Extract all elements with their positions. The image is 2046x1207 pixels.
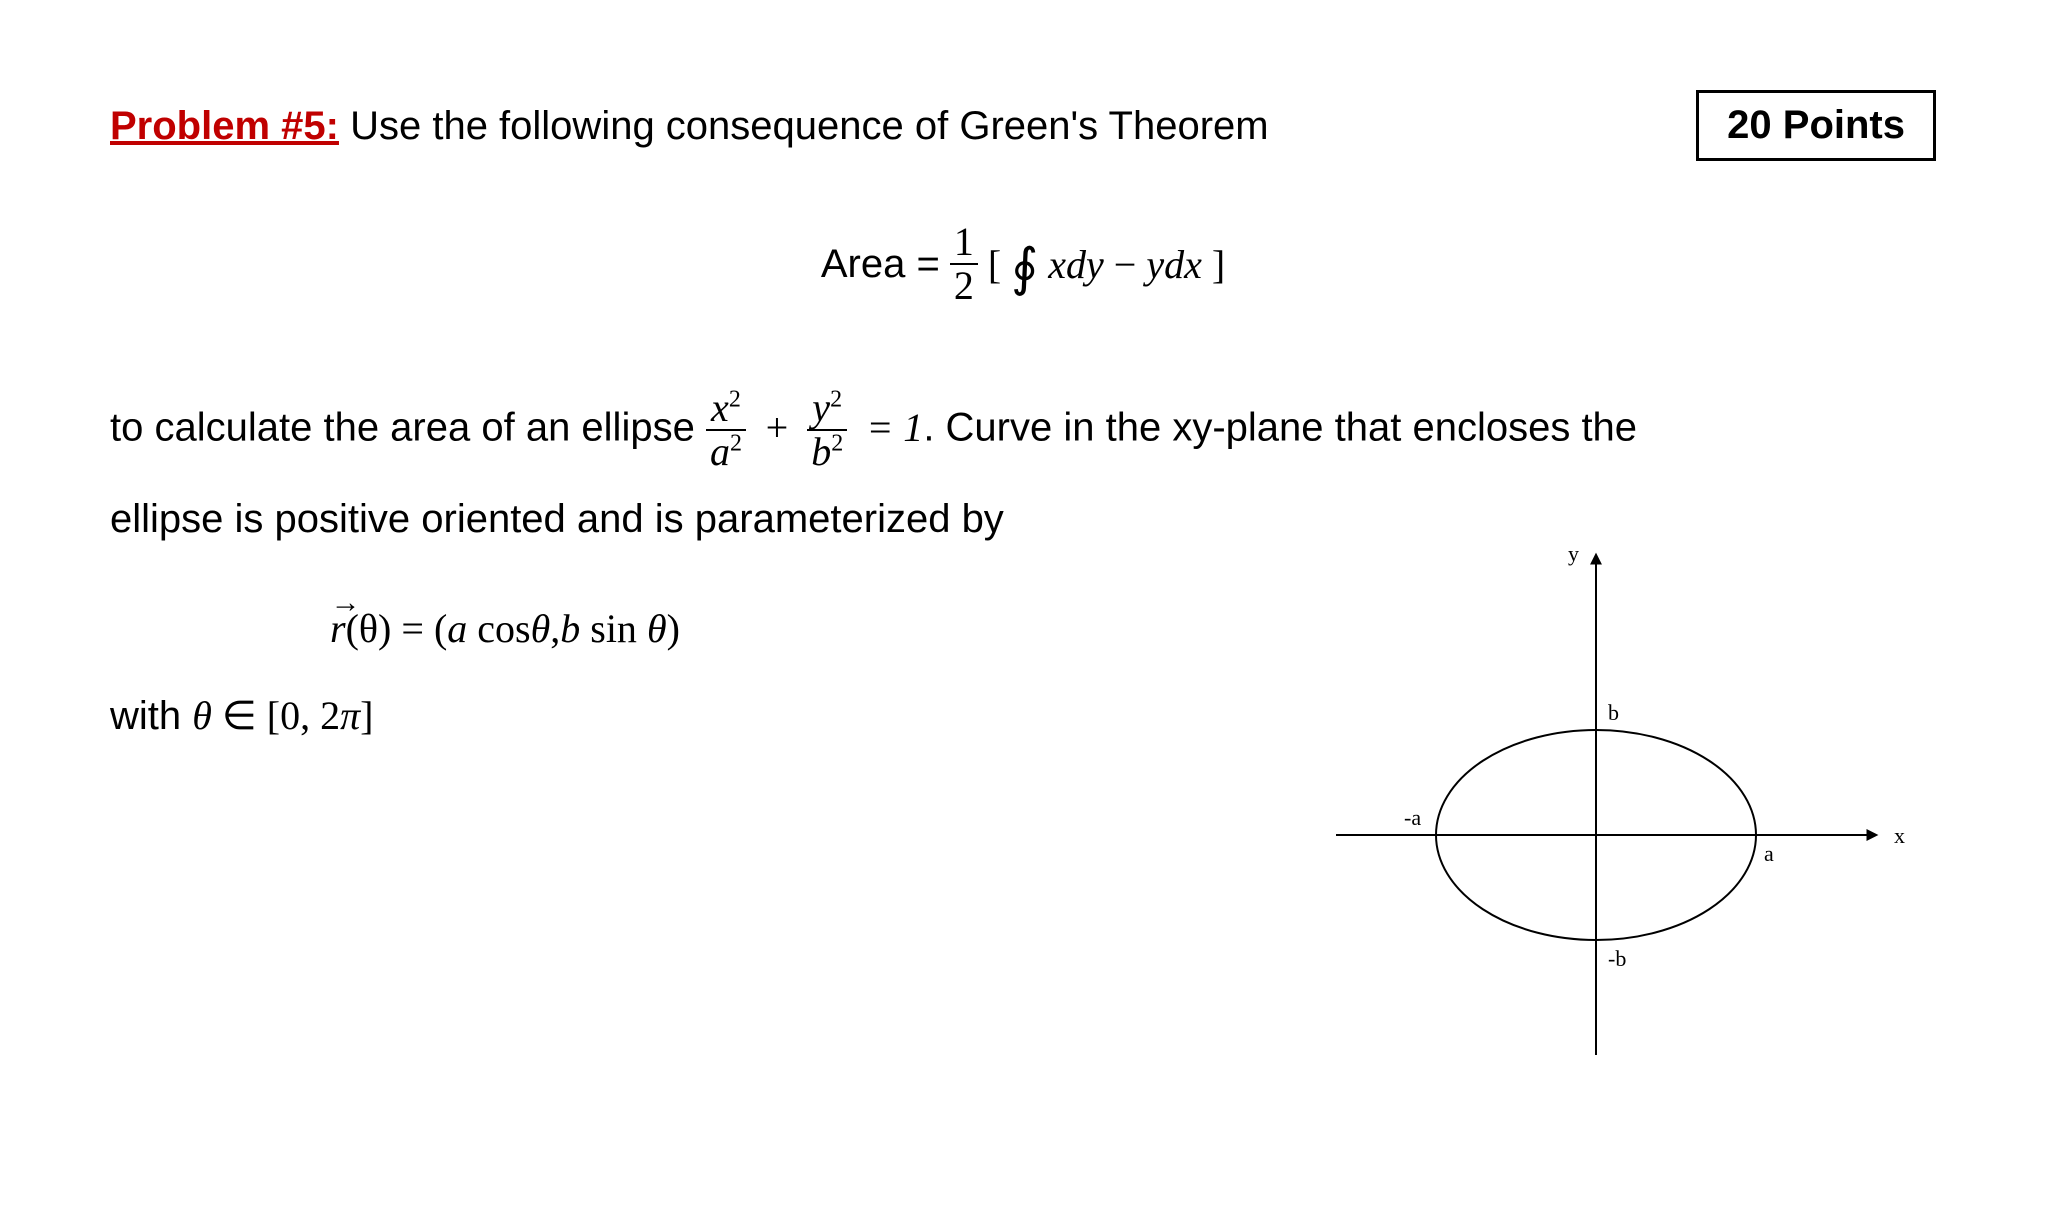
param-left-column: r(θ) = (a cosθ,b sin θ) with θ ∈ [0, 2π]: [110, 565, 1316, 739]
param-b: b: [560, 606, 580, 651]
open-bracket: [: [988, 241, 1001, 288]
svg-text:-b: -b: [1608, 946, 1626, 971]
oint-symbol: ∮: [1011, 238, 1038, 298]
ellipse-frac-x: x2 a2: [706, 387, 746, 473]
svg-text:a: a: [1764, 841, 1774, 866]
ellipse-diagram: x y a -a b -b: [1316, 535, 1936, 1095]
param-and-diagram-row: r(θ) = (a cosθ,b sin θ) with θ ∈ [0, 2π]…: [110, 565, 1936, 1095]
theta-domain: θ ∈ [0, 2π]: [192, 693, 373, 738]
header-left: Problem #5: Use the following consequenc…: [110, 100, 1269, 152]
svg-text:y: y: [1568, 541, 1579, 566]
svg-text:b: b: [1608, 700, 1619, 725]
fraction-half: 1 2: [950, 221, 978, 307]
points-box: 20 Points: [1696, 90, 1936, 161]
line1-post: . Curve in the xy-plane that encloses th…: [923, 406, 1637, 450]
line1-pre: to calculate the area of an ellipse: [110, 406, 706, 450]
theta-domain-line: with θ ∈ [0, 2π]: [110, 692, 1316, 739]
param-sin: sin: [580, 606, 647, 651]
area-label: Area =: [821, 242, 940, 287]
param-t1: θ: [531, 606, 551, 651]
ellipse-frac-y: y2 b2: [807, 387, 847, 473]
svg-text:-a: -a: [1404, 805, 1421, 830]
svg-text:x: x: [1894, 823, 1905, 848]
param-t2: θ: [647, 606, 667, 651]
problem-label: Problem #5:: [110, 104, 339, 148]
param-cos: cos: [467, 606, 530, 651]
close-bracket: ]: [1212, 241, 1225, 288]
minus-sign: −: [1114, 241, 1137, 288]
body-line-1: to calculate the area of an ellipse x2 a…: [110, 387, 1936, 473]
header-text: Use the following consequence of Green's…: [339, 104, 1269, 148]
area-formula: Area = 1 2 [ ∮ xdy − ydx ]: [110, 221, 1936, 307]
ellipse-svg: x y a -a b -b: [1316, 535, 1936, 1095]
integrand-ydx: ydx: [1146, 241, 1202, 288]
eq-one: = 1: [858, 405, 923, 450]
param-comma: ,: [550, 606, 560, 651]
parametrization: r(θ) = (a cosθ,b sin θ): [330, 605, 1316, 652]
param-a: a: [447, 606, 467, 651]
param-close: ): [667, 606, 680, 651]
half-num: 1: [950, 221, 978, 263]
half-den: 2: [950, 263, 978, 307]
header-row: Problem #5: Use the following consequenc…: [110, 90, 1936, 161]
page: Problem #5: Use the following consequenc…: [0, 0, 2046, 1095]
x-sym: x: [711, 385, 729, 430]
with-text: with: [110, 694, 192, 738]
y-sym: y: [812, 385, 830, 430]
plus-sign: +: [757, 405, 796, 450]
b-sym: b: [811, 429, 831, 474]
param-open: (θ) = (: [346, 606, 448, 651]
integrand-xdy: xdy: [1048, 241, 1104, 288]
vec-r: r: [330, 605, 346, 652]
a-sym: a: [710, 429, 730, 474]
